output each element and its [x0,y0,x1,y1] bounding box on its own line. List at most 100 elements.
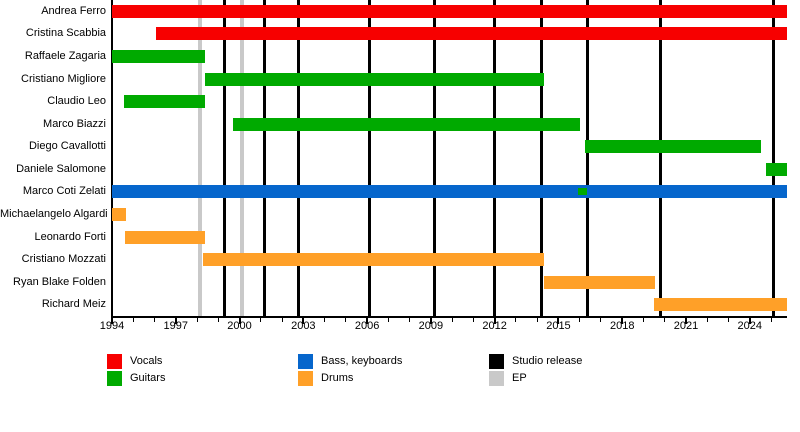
ep-line [198,0,203,316]
tick-label: 2009 [418,320,444,332]
minor-tick [664,318,666,322]
y-axis-line [111,0,113,317]
member-label: Cristina Scabbia [25,27,106,40]
member-bar [543,275,655,289]
member-bar [123,95,205,109]
legend-swatch-drums [298,371,313,386]
tick-label: 2018 [609,320,635,332]
member-label: Richard Meiz [41,298,106,311]
member-bar [112,49,205,63]
major-tick [685,318,688,324]
legend-label: Bass, keyboards [321,355,403,367]
member-bar [112,4,787,18]
studio-release-line [493,0,497,316]
member-bar [124,230,205,244]
tick-label: 2024 [737,320,763,332]
minor-tick [706,318,708,322]
major-tick [366,318,369,324]
legend-label: Vocals [130,355,163,367]
minor-tick [387,318,389,322]
tick-label: 1997 [163,320,188,332]
tick-label: 2015 [546,320,571,332]
minor-tick [642,318,644,322]
member-bar [584,140,761,154]
member-bar [653,298,787,312]
tick-label: 2006 [354,320,380,332]
ep-line [239,0,244,316]
member-label: Ryan Blake Folden [13,275,106,288]
member-label: Diego Cavallotti [28,140,106,153]
studio-release-line [659,0,663,316]
timeline-plot-area [112,0,787,316]
minor-tick [536,318,538,322]
minor-tick [281,318,283,322]
legend-swatch-ep [489,371,504,386]
major-tick [748,318,751,324]
minor-tick [196,318,198,322]
member-label: Marco Biazzi [43,117,106,130]
tick-label: 2003 [291,320,316,332]
major-tick [302,318,305,324]
major-tick [429,318,432,324]
major-tick [111,318,113,324]
legend-label: Studio release [512,355,583,367]
member-label: Daniele Salomone [16,162,106,175]
member-label: Claudio Leo [47,95,106,108]
major-tick [238,318,241,324]
member-bar-overlay [577,188,587,196]
minor-tick [154,318,156,322]
legend-swatch-bass_keyboards [298,354,313,369]
member-label: Cristiano Mozzati [21,253,106,266]
member-name-column: Andrea Ferro Cristina Scabbia Raffaele Zag… [0,0,108,316]
member-bar [156,27,787,41]
studio-release-line [433,0,437,316]
minor-tick [132,318,134,322]
member-label: Cristiano Migliore [21,72,106,85]
legend-swatch-guitars [107,371,122,386]
tick-label: 1994 [99,320,125,332]
member-bar [204,72,544,86]
major-tick [557,318,560,324]
legend-swatch-studio [489,354,504,369]
x-axis-line [111,316,787,318]
member-bar [232,117,580,131]
legend-label: Guitars [130,372,166,384]
studio-release-line [772,0,776,316]
member-label: Raffaele Zagaria [24,49,106,62]
minor-tick [324,318,326,322]
minor-tick [472,318,474,322]
minor-tick [600,318,602,322]
studio-release-line [223,0,227,316]
major-tick [621,318,624,324]
minor-tick [217,318,219,322]
member-label: Michaelangelo Algardi [0,207,108,220]
tick-label: 2021 [673,320,699,332]
studio-release-line [368,0,372,316]
minor-tick [409,318,411,322]
minor-tick [345,318,347,322]
member-label: Marco Coti Zelati [22,185,106,198]
member-bar [112,185,787,199]
studio-release-line [586,0,590,316]
tick-label: 2000 [227,320,252,332]
legend-label: EP [512,372,527,384]
member-bar [112,207,127,221]
studio-release-line [296,0,300,316]
tick-label: 2012 [482,320,507,332]
minor-tick [260,318,262,322]
minor-tick [579,318,581,322]
minor-tick [515,318,517,322]
minor-tick [770,318,772,322]
minor-tick [728,318,730,322]
major-tick [493,318,496,324]
studio-release-line [262,0,266,316]
member-label: Andrea Ferro [41,4,106,17]
member-bar [202,253,544,267]
studio-release-line [540,0,544,316]
major-tick [174,318,177,324]
minor-tick [451,318,453,322]
member-bar [766,162,787,176]
legend-label: Drums [321,372,354,384]
legend-swatch-vocals [107,354,122,369]
